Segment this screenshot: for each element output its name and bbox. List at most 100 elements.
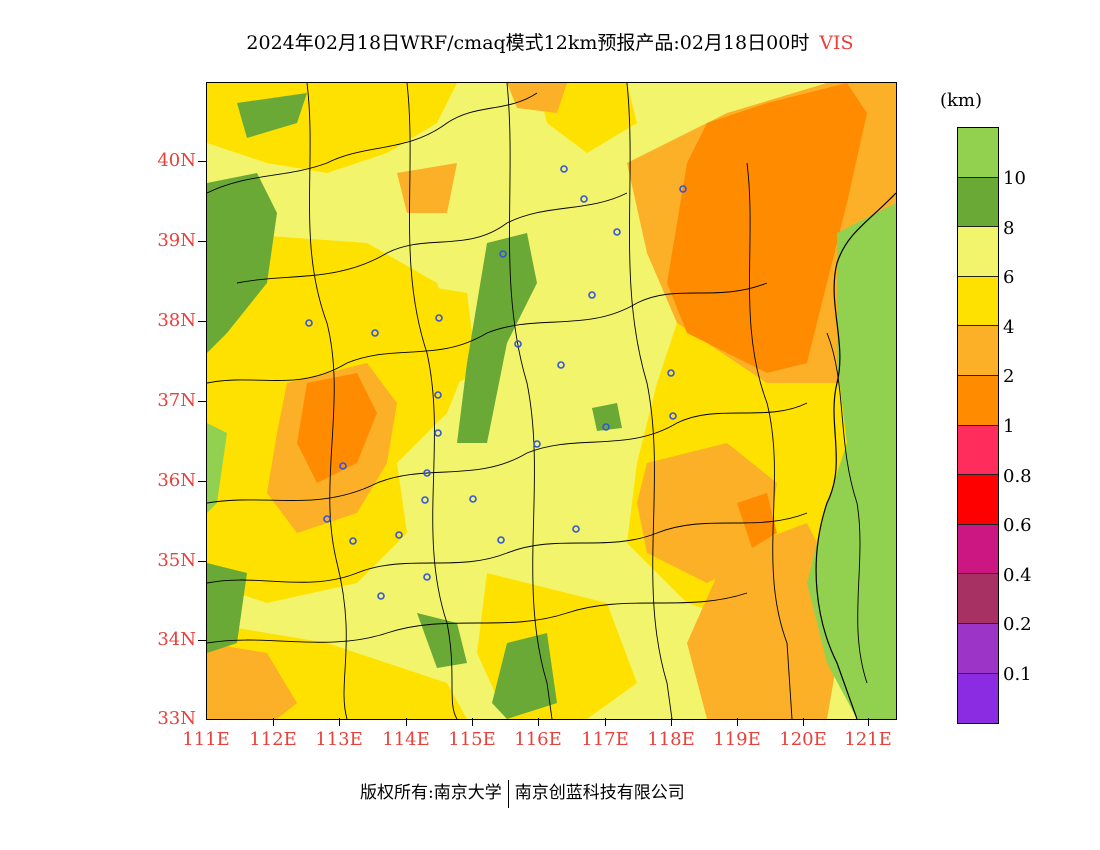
city-marker: [514, 340, 522, 348]
colorbar-label: 10: [1003, 168, 1026, 189]
city-markers: [305, 165, 687, 600]
city-marker: [679, 185, 687, 193]
lat-tick: [198, 161, 206, 162]
lat-label-38n: 38N: [157, 310, 196, 331]
city-marker: [499, 250, 507, 258]
colorbar-label: 2: [1003, 366, 1015, 387]
lon-tick: [803, 718, 804, 726]
city-marker: [588, 291, 596, 299]
city-marker: [667, 369, 675, 377]
variable-label: VIS: [819, 32, 854, 54]
lon-label-111e: 111E: [182, 729, 230, 750]
lon-label-121e: 121E: [844, 729, 892, 750]
colorbar-unit: (km): [940, 90, 983, 111]
visibility-map: [206, 82, 897, 720]
city-marker: [434, 391, 442, 399]
lat-tick: [198, 640, 206, 641]
lat-label-36n: 36N: [157, 470, 196, 491]
colorbar-swatch: [958, 524, 998, 575]
lon-label-117e: 117E: [581, 729, 629, 750]
lat-tick: [198, 401, 206, 402]
lon-tick: [472, 718, 473, 726]
city-marker: [371, 329, 379, 337]
colorbar-swatch: [958, 177, 998, 228]
city-marker: [349, 537, 357, 545]
lon-label-116e: 116E: [514, 729, 562, 750]
city-marker: [572, 525, 580, 533]
copyright-company: 南京创蓝科技有限公司: [514, 783, 685, 803]
lon-label-115e: 115E: [448, 729, 496, 750]
copyright-footer: 版权所有:南京大学 南京创蓝科技有限公司: [360, 778, 685, 808]
city-marker: [423, 573, 431, 581]
lon-tick: [406, 718, 407, 726]
colorbar-swatch: [958, 128, 998, 178]
colorbar-swatch: [958, 425, 998, 476]
colorbar-swatch: [958, 574, 998, 624]
lat-label-33n: 33N: [157, 708, 196, 729]
city-marker: [497, 536, 505, 544]
lon-tick: [605, 718, 606, 726]
colorbar-swatch: [958, 227, 998, 277]
lat-tick: [198, 241, 206, 242]
lat-label-40n: 40N: [157, 150, 196, 171]
colorbar-label: 0.1: [1003, 664, 1032, 685]
copyright-owner: 版权所有:南京大学: [360, 783, 502, 803]
lon-tick: [339, 718, 340, 726]
city-marker: [613, 228, 621, 236]
map-canvas: [207, 83, 896, 719]
colorbar-swatch: [958, 276, 998, 327]
lon-label-119e: 119E: [713, 729, 761, 750]
colorbar-label: 1: [1003, 416, 1015, 437]
city-marker: [339, 462, 347, 470]
lat-label-34n: 34N: [157, 629, 196, 650]
city-marker: [580, 195, 588, 203]
lat-tick: [198, 481, 206, 482]
city-marker: [469, 495, 477, 503]
lon-label-120e: 120E: [779, 729, 827, 750]
admin-boundaries: [207, 83, 868, 719]
lon-label-112e: 112E: [249, 729, 297, 750]
city-marker: [435, 314, 443, 322]
colorbar-label: 4: [1003, 317, 1015, 338]
colorbar-swatch: [958, 375, 998, 426]
title-text: 2024年02月18日WRF/cmaq模式12km预报产品:02月18日00时: [246, 32, 810, 54]
lon-tick: [671, 718, 672, 726]
lon-tick: [273, 718, 274, 726]
field-1-2km: [297, 83, 867, 548]
lat-tick: [198, 561, 206, 562]
colorbar-swatch: [958, 673, 998, 724]
city-marker: [533, 440, 541, 448]
colorbar-swatch: [958, 326, 998, 376]
city-marker: [423, 469, 431, 477]
field-over-10km: [207, 203, 896, 719]
colorbar-swatch: [958, 475, 998, 525]
colorbar-label: 0.8: [1003, 466, 1032, 487]
colorbar: [957, 127, 999, 725]
colorbar-swatch: [958, 623, 998, 674]
colorbar-label: 0.4: [1003, 565, 1032, 586]
lon-tick: [868, 718, 869, 726]
city-marker: [421, 496, 429, 504]
city-marker: [395, 531, 403, 539]
lat-tick: [198, 321, 206, 322]
map-title: 2024年02月18日WRF/cmaq模式12km预报产品:02月18日00时 V…: [0, 28, 1100, 55]
colorbar-label: 6: [1003, 267, 1015, 288]
city-marker: [557, 361, 565, 369]
city-marker: [323, 515, 331, 523]
coastline: [815, 192, 896, 719]
colorbar-label: 0.6: [1003, 515, 1032, 536]
city-marker: [377, 592, 385, 600]
lon-tick: [538, 718, 539, 726]
lon-tick: [737, 718, 738, 726]
city-marker: [305, 319, 313, 327]
lat-label-39n: 39N: [157, 230, 196, 251]
lon-label-113e: 113E: [315, 729, 363, 750]
colorbar-label: 8: [1003, 218, 1015, 239]
lat-label-37n: 37N: [157, 390, 196, 411]
footer-divider: [507, 779, 509, 808]
city-marker: [434, 429, 442, 437]
city-marker: [560, 165, 568, 173]
city-marker: [669, 412, 677, 420]
lon-label-118e: 118E: [647, 729, 695, 750]
colorbar-label: 0.2: [1003, 614, 1032, 635]
